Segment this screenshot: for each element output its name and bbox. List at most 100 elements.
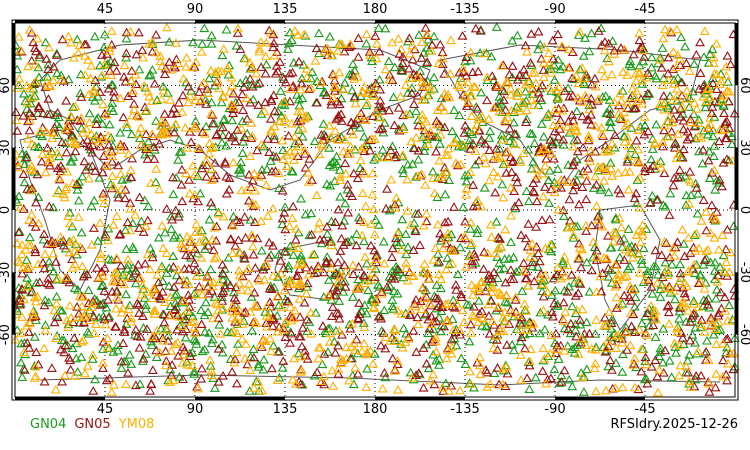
observation-marker [343, 207, 354, 217]
observation-marker [407, 270, 417, 280]
observation-marker [411, 294, 421, 304]
observation-marker [73, 195, 84, 205]
observation-marker [62, 315, 72, 325]
observation-marker [106, 103, 117, 112]
observation-marker [374, 281, 385, 291]
observation-marker [710, 257, 720, 267]
observation-marker [124, 349, 135, 359]
observation-marker [407, 372, 418, 382]
observation-marker [257, 385, 268, 395]
observation-marker [330, 290, 341, 300]
observation-marker [370, 78, 381, 88]
observation-marker [631, 75, 642, 85]
observation-marker [484, 133, 495, 142]
observation-marker [408, 245, 419, 254]
observation-marker [480, 158, 491, 168]
observation-marker [571, 305, 582, 314]
observation-marker [500, 105, 511, 114]
observation-marker [70, 101, 81, 111]
observation-marker [423, 139, 434, 148]
observation-marker [614, 213, 625, 222]
observation-marker [305, 307, 316, 317]
observation-marker [310, 56, 321, 65]
observation-marker [387, 243, 398, 253]
observation-marker [531, 222, 542, 231]
observation-marker [80, 308, 91, 317]
observation-marker [168, 375, 179, 385]
observation-marker [76, 113, 87, 122]
observation-marker [108, 181, 119, 190]
observation-marker [218, 370, 228, 380]
observation-marker [334, 99, 345, 109]
observation-marker [30, 76, 41, 85]
observation-marker [436, 233, 447, 242]
observation-marker [458, 139, 469, 149]
observation-marker [557, 105, 568, 115]
observation-marker [75, 88, 86, 98]
observation-marker [436, 302, 447, 311]
observation-marker [159, 128, 169, 137]
observation-marker [525, 252, 536, 261]
observation-marker [650, 70, 661, 80]
observation-marker [69, 371, 80, 380]
observation-marker [718, 90, 729, 100]
observation-marker [418, 266, 428, 276]
legend: GN04 GN05 YM08 [30, 417, 154, 432]
observation-marker [39, 376, 50, 386]
observation-marker [31, 347, 42, 357]
observation-marker [504, 136, 515, 145]
observation-marker [461, 52, 472, 61]
observation-marker [337, 220, 348, 230]
observation-marker [530, 372, 541, 382]
observation-marker [98, 363, 108, 372]
observation-marker [304, 317, 315, 326]
observation-marker [446, 35, 456, 45]
observation-marker [169, 305, 180, 314]
observation-marker [197, 163, 208, 173]
observation-marker [689, 268, 700, 277]
observation-marker [168, 189, 179, 199]
observation-marker [706, 319, 717, 329]
observation-marker [87, 92, 98, 101]
observation-marker [619, 107, 630, 117]
observation-marker [431, 146, 442, 156]
observation-marker [701, 246, 712, 256]
observation-marker [498, 312, 509, 322]
observation-marker [523, 196, 534, 206]
observation-marker [126, 172, 137, 182]
observation-marker [77, 171, 88, 181]
observation-marker [218, 44, 229, 53]
observation-marker [610, 260, 621, 269]
observation-marker [249, 287, 260, 297]
observation-marker [489, 368, 500, 377]
observation-marker [653, 269, 663, 279]
observation-marker [553, 131, 564, 141]
observation-marker [119, 60, 130, 70]
observation-marker [651, 314, 662, 324]
observation-marker [266, 346, 277, 356]
observation-marker [212, 75, 223, 85]
observation-marker [102, 342, 113, 352]
observation-marker [47, 238, 58, 247]
observation-marker [431, 355, 442, 365]
observation-marker [277, 213, 288, 223]
observation-marker [577, 111, 588, 121]
observation-marker [25, 115, 35, 124]
observation-marker [391, 233, 401, 242]
observation-marker [313, 263, 324, 273]
observation-marker [196, 363, 207, 373]
observation-marker [502, 112, 513, 122]
observation-marker [144, 38, 155, 48]
observation-marker [168, 232, 179, 242]
observation-marker [170, 205, 181, 215]
observation-marker [468, 81, 479, 91]
observation-marker [209, 222, 220, 232]
observation-marker [498, 86, 509, 96]
observation-marker [642, 308, 653, 317]
observation-marker [590, 81, 601, 91]
observation-marker [460, 216, 471, 226]
observation-marker [567, 47, 578, 57]
observation-marker [513, 310, 524, 320]
observation-marker [497, 179, 508, 189]
observation-marker [27, 312, 37, 321]
